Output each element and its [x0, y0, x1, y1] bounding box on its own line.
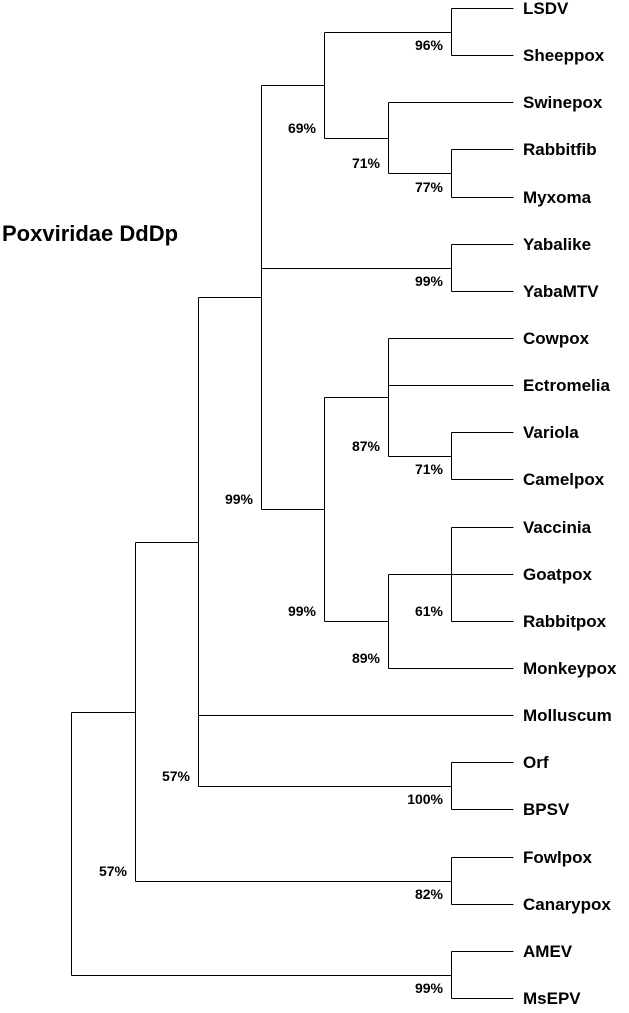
bootstrap-label: 82%	[415, 886, 444, 902]
taxon-label: YabaMTV	[523, 282, 599, 301]
taxon-label: Monkeypox	[523, 659, 617, 678]
bootstrap-label: 89%	[352, 650, 381, 666]
taxon-label: Orf	[523, 753, 549, 772]
taxon-label: MsEPV	[523, 989, 581, 1008]
taxon-label: AMEV	[523, 942, 573, 961]
taxon-label: BPSV	[523, 800, 570, 819]
taxon-label: Variola	[523, 423, 579, 442]
bootstrap-label: 99%	[225, 491, 254, 507]
taxon-label: Canarypox	[523, 895, 611, 914]
taxon-label: Fowlpox	[523, 848, 592, 867]
taxon-label: Goatpox	[523, 565, 592, 584]
taxon-label: Rabbitpox	[523, 612, 607, 631]
taxon-label: Myxoma	[523, 188, 592, 207]
taxon-label: Ectromelia	[523, 376, 610, 395]
taxon-label: Camelpox	[523, 470, 605, 489]
bootstrap-label: 71%	[352, 155, 381, 171]
bootstrap-label: 99%	[288, 603, 317, 619]
taxon-label: Sheeppox	[523, 46, 605, 65]
bootstrap-label: 100%	[407, 791, 443, 807]
bootstrap-label: 99%	[415, 273, 444, 289]
bootstrap-label: 61%	[415, 603, 444, 619]
bootstrap-label: 57%	[162, 768, 191, 784]
bootstrap-label: 96%	[415, 37, 444, 53]
bootstrap-label: 77%	[415, 179, 444, 195]
bootstrap-label: 87%	[352, 438, 381, 454]
taxon-label: Yabalike	[523, 235, 591, 254]
taxon-label: Cowpox	[523, 329, 590, 348]
bootstrap-label: 69%	[288, 120, 317, 136]
bootstrap-label: 99%	[415, 980, 444, 996]
taxon-label: Molluscum	[523, 706, 612, 725]
bootstrap-label: 71%	[415, 461, 444, 477]
taxon-label: Rabbitfib	[523, 140, 597, 159]
tree-title: Poxviridae DdDp	[2, 221, 179, 246]
taxon-label: Swinepox	[523, 93, 603, 112]
taxon-label: LSDV	[523, 0, 569, 18]
bootstrap-label: 57%	[99, 863, 128, 879]
taxon-label: Vaccinia	[523, 518, 592, 537]
